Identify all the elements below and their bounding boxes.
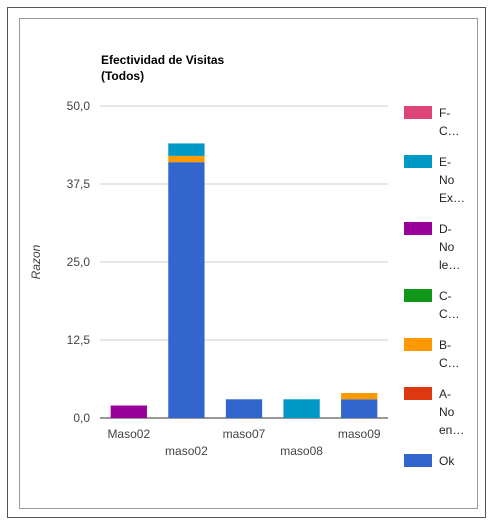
bar-segment[interactable] (225, 399, 263, 418)
y-tick-label: 50,0 (67, 99, 91, 113)
chart-title-line-2: (Todos) (101, 69, 145, 83)
y-axis-label: Razon (29, 244, 43, 279)
y-tick-label: 0,0 (73, 411, 90, 425)
y-tick-label: 25,0 (67, 255, 91, 269)
legend-swatch[interactable] (404, 387, 432, 400)
legend-swatch[interactable] (404, 222, 432, 235)
legend-swatch[interactable] (404, 155, 432, 168)
legend-label[interactable]: E- (439, 155, 451, 169)
legend-label[interactable]: C… (439, 124, 460, 138)
bar-segment[interactable] (168, 143, 205, 156)
legend-swatch[interactable] (404, 289, 432, 302)
legend-label[interactable]: C… (439, 356, 460, 370)
legend-label[interactable]: No (439, 405, 455, 419)
x-tick-label: Maso02 (107, 427, 150, 441)
legend-label[interactable]: A- (439, 387, 451, 401)
legend-label[interactable]: No (439, 173, 455, 187)
legend-swatch[interactable] (404, 454, 432, 467)
legend-label[interactable]: le… (439, 258, 460, 272)
bar-segment[interactable] (283, 399, 320, 418)
legend-swatch[interactable] (404, 338, 432, 351)
legend-label[interactable]: No (439, 240, 455, 254)
legend-label[interactable]: Ex… (439, 191, 465, 205)
legend-label[interactable]: B- (439, 338, 451, 352)
legend-label[interactable]: F- (439, 106, 450, 120)
bar-segment[interactable] (341, 393, 378, 400)
bar-segment[interactable] (341, 399, 378, 418)
x-tick-label: maso09 (338, 427, 381, 441)
x-tick-label: maso02 (165, 444, 208, 458)
legend-label[interactable]: C- (439, 289, 452, 303)
bar-segment[interactable] (168, 155, 205, 163)
chart-title: Efectividad de Visitas (Todos) (101, 52, 224, 84)
x-tick-label: maso07 (223, 427, 266, 441)
y-tick-label: 37,5 (67, 177, 91, 191)
bar-segment[interactable] (168, 162, 205, 418)
x-tick-label: maso08 (280, 444, 323, 458)
legend-swatch[interactable] (404, 106, 432, 119)
y-tick-label: 12,5 (67, 333, 91, 347)
chart-area-border (19, 18, 478, 509)
legend-label[interactable]: en… (439, 423, 464, 437)
bar-segment[interactable] (110, 405, 147, 418)
legend-label[interactable]: C… (439, 307, 460, 321)
legend-label[interactable]: D- (439, 222, 452, 236)
chart-title-line-1: Efectividad de Visitas (101, 53, 225, 67)
legend-label[interactable]: Ok (439, 454, 455, 468)
